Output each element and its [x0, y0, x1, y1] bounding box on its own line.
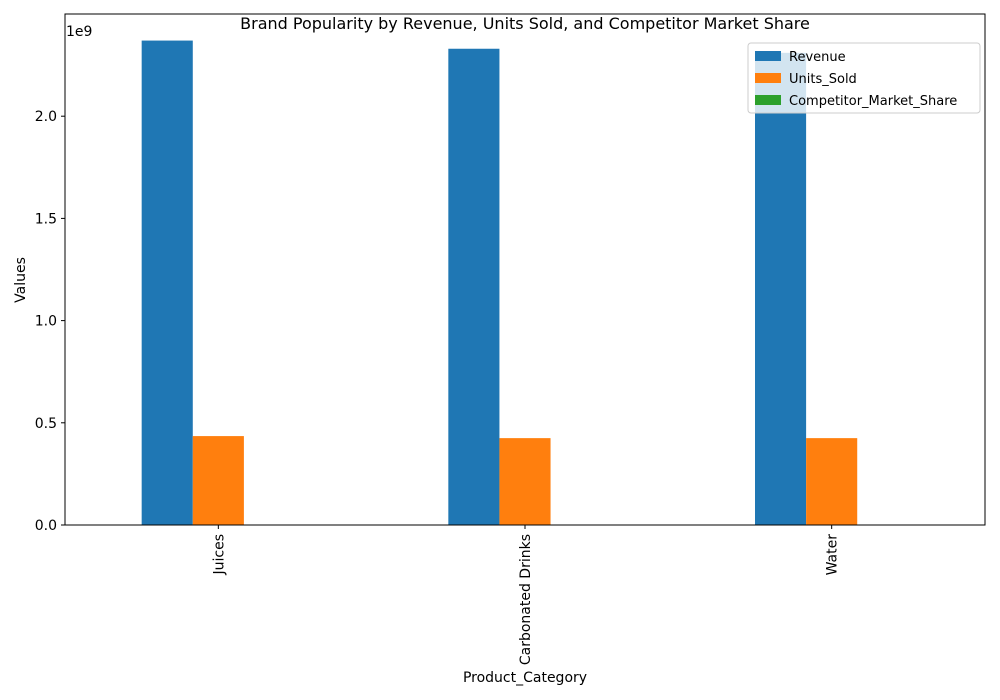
- bar-units-sold-carbonated-drinks: [499, 438, 551, 525]
- bar-revenue-carbonated-drinks: [448, 48, 500, 525]
- y-axis-offset-label: 1e9: [66, 24, 92, 40]
- x-tick-label: Water: [825, 534, 841, 576]
- bar-units-sold-juices: [192, 436, 244, 525]
- legend-entry: Competitor_Market_Share: [789, 94, 957, 109]
- y-tick-label: 1.5: [35, 211, 57, 227]
- y-axis-label: Values: [13, 257, 29, 303]
- y-tick-label: 0.5: [35, 416, 57, 432]
- y-tick-label: 2.0: [35, 109, 57, 125]
- legend-swatch: [755, 95, 781, 105]
- legend-entry: Revenue: [789, 50, 846, 65]
- plot-area: [141, 40, 858, 526]
- y-axis-ticks: 0.0 0.5 1.0 1.5 2.0: [35, 109, 65, 534]
- x-tick-label: Carbonated Drinks: [518, 534, 534, 665]
- y-tick-label: 1.0: [35, 314, 57, 330]
- plot-frame: [64, 13, 986, 526]
- x-tick-label: Juices: [211, 534, 227, 576]
- legend-swatch: [755, 51, 781, 61]
- bar-revenue-juices: [141, 40, 193, 525]
- legend-box: [747, 42, 981, 114]
- legend: Revenue Units_Sold Competitor_Market_Share: [747, 42, 981, 114]
- bar-units-sold-water: [806, 438, 858, 525]
- y-tick-label: 0.0: [35, 518, 57, 534]
- legend-swatch: [755, 73, 781, 83]
- x-axis-label: Product_Category: [463, 670, 587, 686]
- x-axis-ticks: Juices Carbonated Drinks Water: [211, 525, 841, 665]
- chart-title: Brand Popularity by Revenue, Units Sold,…: [240, 14, 810, 33]
- legend-entry: Units_Sold: [789, 72, 857, 87]
- bar-revenue-water: [755, 52, 807, 526]
